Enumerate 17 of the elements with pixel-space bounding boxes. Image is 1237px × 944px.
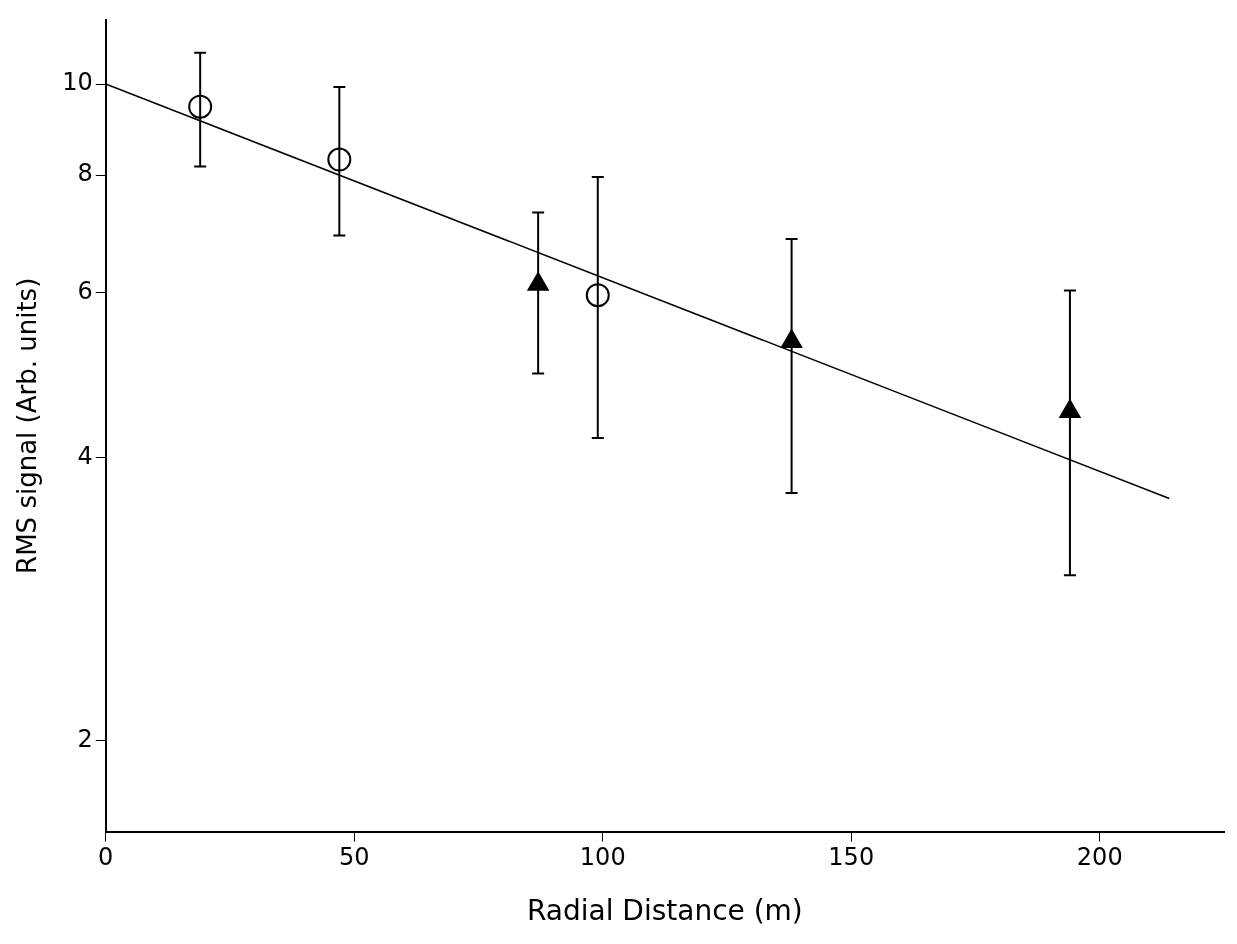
y-tick-label: 8 [77,159,93,188]
y-tick-label: 4 [77,442,93,471]
x-tick-label: 200 [1076,843,1123,872]
y-tick-label: 6 [77,276,93,305]
point [781,329,803,348]
point [527,272,549,291]
x-tick-label: 50 [338,843,370,872]
x-tick-label: 100 [579,843,626,872]
x-axis-title: Radial Distance (m) [526,894,803,928]
x-tick-label: 150 [828,843,875,872]
x-tick-label: 0 [98,843,114,872]
point [327,147,352,172]
y-tick-label: 2 [77,724,93,753]
y-tick-label: 10 [62,68,93,97]
point [1059,399,1081,419]
point [188,94,213,119]
y-axis-title: RMS signal (Arb. units) [12,277,43,574]
